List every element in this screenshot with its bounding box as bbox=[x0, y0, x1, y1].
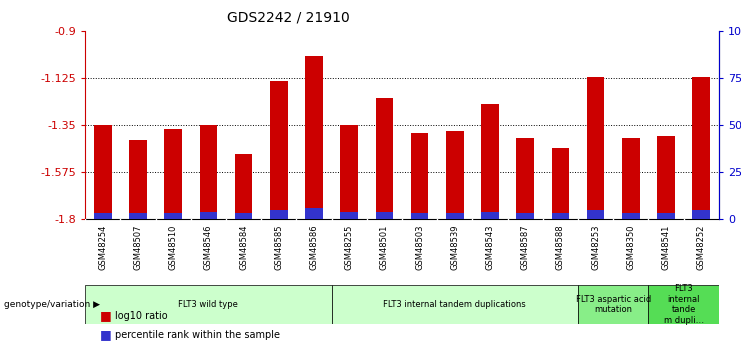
Bar bbox=[446, 214, 464, 219]
Text: GSM48586: GSM48586 bbox=[310, 224, 319, 270]
Text: GSM48546: GSM48546 bbox=[204, 224, 213, 270]
Bar bbox=[270, 210, 288, 219]
Text: GSM48539: GSM48539 bbox=[451, 224, 459, 270]
Bar bbox=[516, 138, 534, 219]
Bar bbox=[235, 214, 253, 219]
Text: ■: ■ bbox=[100, 328, 112, 341]
Bar bbox=[376, 98, 393, 219]
Bar bbox=[94, 125, 112, 219]
Bar bbox=[270, 81, 288, 219]
Bar bbox=[199, 211, 217, 219]
Text: GSM48507: GSM48507 bbox=[133, 224, 142, 270]
FancyBboxPatch shape bbox=[648, 285, 719, 324]
FancyBboxPatch shape bbox=[85, 285, 331, 324]
Text: GSM48588: GSM48588 bbox=[556, 224, 565, 270]
Bar bbox=[165, 214, 182, 219]
Text: GSM48585: GSM48585 bbox=[274, 224, 283, 270]
Bar bbox=[199, 125, 217, 219]
Bar bbox=[692, 210, 710, 219]
Bar bbox=[305, 208, 323, 219]
Text: GSM48510: GSM48510 bbox=[169, 224, 178, 270]
Bar bbox=[305, 56, 323, 219]
Text: FLT3 aspartic acid
mutation: FLT3 aspartic acid mutation bbox=[576, 295, 651, 314]
Text: GSM48541: GSM48541 bbox=[662, 224, 671, 270]
Bar bbox=[551, 214, 569, 219]
Bar bbox=[481, 104, 499, 219]
Bar bbox=[657, 136, 675, 219]
Text: FLT3
internal
tande
m dupli…: FLT3 internal tande m dupli… bbox=[663, 284, 704, 325]
Bar bbox=[587, 210, 605, 219]
Text: GSM48350: GSM48350 bbox=[626, 224, 635, 270]
Text: GSM48587: GSM48587 bbox=[521, 224, 530, 270]
Bar bbox=[340, 211, 358, 219]
Bar bbox=[129, 214, 147, 219]
Bar bbox=[516, 214, 534, 219]
Text: GDS2242 / 21910: GDS2242 / 21910 bbox=[227, 10, 349, 24]
Bar bbox=[587, 77, 605, 219]
Bar bbox=[129, 140, 147, 219]
Text: GSM48501: GSM48501 bbox=[380, 224, 389, 270]
Bar bbox=[622, 138, 639, 219]
Bar bbox=[622, 214, 639, 219]
Bar bbox=[481, 211, 499, 219]
Bar bbox=[376, 211, 393, 219]
Bar bbox=[340, 125, 358, 219]
FancyBboxPatch shape bbox=[331, 285, 578, 324]
Bar bbox=[165, 129, 182, 219]
FancyBboxPatch shape bbox=[578, 285, 648, 324]
Bar bbox=[657, 214, 675, 219]
Text: GSM48252: GSM48252 bbox=[697, 224, 705, 270]
Bar bbox=[446, 131, 464, 219]
Text: ■: ■ bbox=[100, 309, 112, 322]
Text: GSM48503: GSM48503 bbox=[415, 224, 424, 270]
Text: GSM48254: GSM48254 bbox=[99, 224, 107, 270]
Bar bbox=[411, 214, 428, 219]
Text: GSM48255: GSM48255 bbox=[345, 224, 353, 270]
Bar bbox=[94, 214, 112, 219]
Text: percentile rank within the sample: percentile rank within the sample bbox=[115, 330, 280, 339]
Text: GSM48584: GSM48584 bbox=[239, 224, 248, 270]
Text: genotype/variation ▶: genotype/variation ▶ bbox=[4, 300, 100, 309]
Text: FLT3 wild type: FLT3 wild type bbox=[179, 300, 239, 309]
Bar bbox=[411, 134, 428, 219]
Text: FLT3 internal tandem duplications: FLT3 internal tandem duplications bbox=[383, 300, 526, 309]
Bar bbox=[692, 77, 710, 219]
Text: GSM48543: GSM48543 bbox=[485, 224, 494, 270]
Bar bbox=[235, 154, 253, 219]
Bar bbox=[551, 148, 569, 219]
Text: GSM48253: GSM48253 bbox=[591, 224, 600, 270]
Text: log10 ratio: log10 ratio bbox=[115, 311, 167, 321]
